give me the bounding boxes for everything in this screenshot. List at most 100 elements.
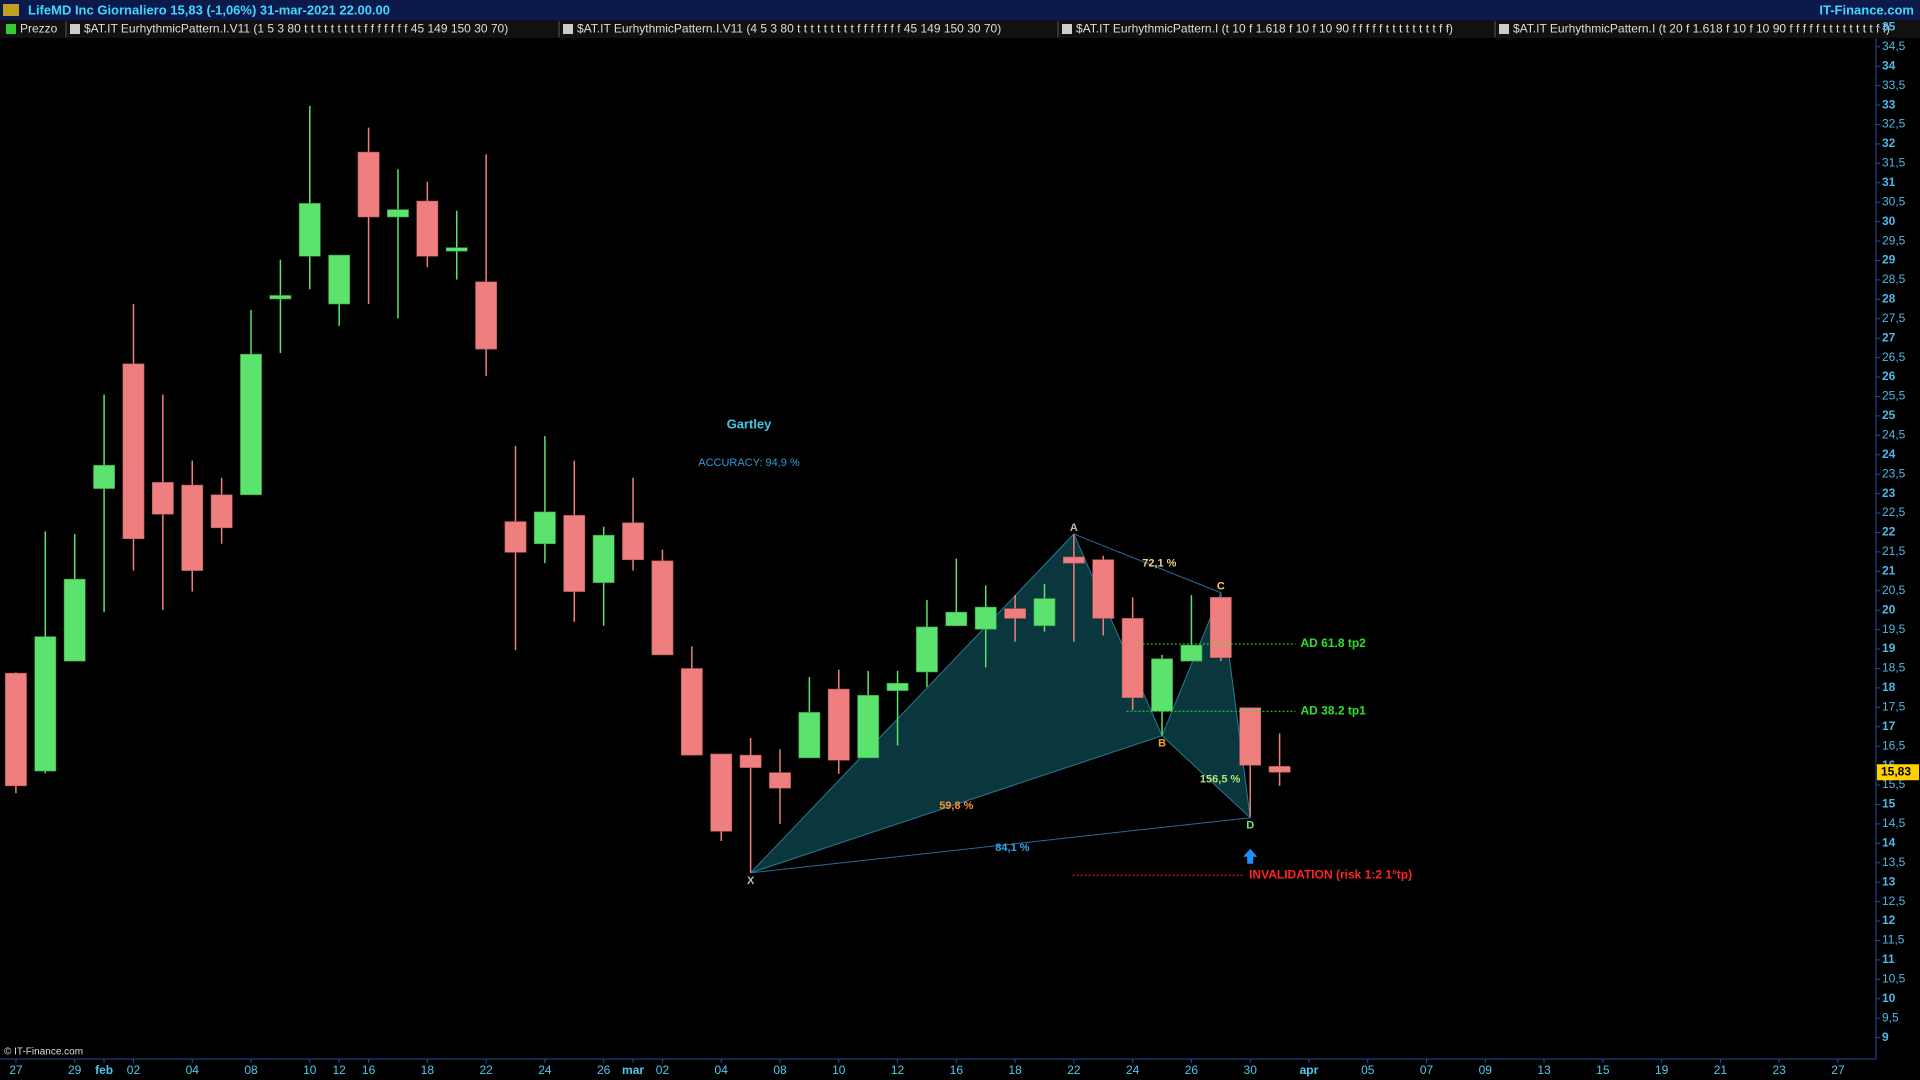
legend-swatch	[563, 24, 573, 34]
x-tick-label: 27	[9, 1063, 23, 1077]
y-tick-label: 11	[1882, 952, 1895, 966]
x-tick-label: 22	[479, 1063, 493, 1077]
y-tick-label: 18	[1882, 680, 1896, 694]
y-tick-label: 27	[1882, 330, 1896, 344]
pattern-leg	[1073, 533, 1222, 594]
ratio-label: 84,1 %	[995, 842, 1029, 854]
y-tick-label: 31	[1882, 175, 1896, 189]
ratio-label: 72,1 %	[1142, 557, 1176, 569]
y-tick-label: 16,5	[1882, 738, 1906, 752]
candles	[5, 105, 1291, 873]
y-tick-label: 22,5	[1882, 505, 1906, 519]
y-tick-label: 14	[1882, 836, 1896, 850]
candle-body	[592, 534, 615, 583]
pattern-leg	[750, 817, 1251, 874]
x-tick-label: 19	[1655, 1063, 1669, 1077]
y-tick-label: 11,5	[1882, 933, 1905, 947]
y-tick-label: 23,5	[1882, 466, 1906, 480]
y-tick-label: 30,5	[1882, 194, 1906, 208]
y-tick-label: 33,5	[1882, 78, 1906, 92]
y-tick-label: 23	[1882, 486, 1896, 500]
y-tick-label: 12	[1882, 913, 1896, 927]
y-tick-label: 25,5	[1882, 389, 1906, 403]
y-tick-label: 26,5	[1882, 350, 1906, 364]
y-tick-label: 14,5	[1882, 816, 1906, 830]
candle-body	[1092, 559, 1115, 619]
candle-body	[974, 606, 997, 630]
y-tick-label: 21	[1882, 564, 1896, 578]
candle-body	[5, 672, 27, 787]
title-bar	[0, 0, 1920, 20]
x-tick-label: 13	[1537, 1063, 1551, 1077]
x-tick-label: 02	[656, 1063, 670, 1077]
x-tick-label: 07	[1420, 1063, 1434, 1077]
y-tick-label: 27,5	[1882, 311, 1906, 325]
y-tick-label: 28	[1882, 292, 1896, 306]
y-tick-label: 28,5	[1882, 272, 1906, 286]
legend-label: $AT.IT EurhythmicPattern.I (t 10 f 1.618…	[1076, 22, 1453, 36]
x-tick-label: 10	[832, 1063, 846, 1077]
y-tick-label: 30	[1882, 214, 1896, 228]
candle-body	[475, 281, 498, 350]
candle-body	[1062, 556, 1085, 564]
x-tick-label: 16	[362, 1063, 376, 1077]
y-tick-label: 20,5	[1882, 583, 1906, 597]
logo	[3, 4, 19, 16]
x-tick-label: 21	[1714, 1063, 1728, 1077]
candle-body	[769, 772, 791, 789]
y-tick-label: 13	[1882, 874, 1896, 888]
x-tick-label: feb	[95, 1063, 113, 1077]
x-tick-label: 18	[1008, 1063, 1022, 1077]
x-tick-label: 12	[333, 1063, 347, 1077]
y-tick-label: 17,5	[1882, 700, 1906, 714]
candle-body	[445, 247, 468, 252]
candle-body	[1033, 598, 1056, 627]
legend-label: $AT.IT EurhythmicPattern.I.V11 (4 5 3 80…	[577, 22, 1001, 36]
chart-title: LifeMD Inc Giornaliero 15,83 (-1,06%) 31…	[28, 2, 390, 17]
y-tick-label: 18,5	[1882, 661, 1906, 675]
x-tick-label: 08	[773, 1063, 787, 1077]
candle-body	[34, 636, 57, 772]
x-tick-label: 02	[127, 1063, 141, 1077]
candle-body	[622, 522, 644, 560]
x-tick-label: 24	[538, 1063, 552, 1077]
y-tick-label: 34,5	[1882, 39, 1906, 53]
y-tick-label: 33	[1882, 97, 1896, 111]
x-tick-label: 04	[186, 1063, 200, 1077]
brand: IT-Finance.com	[1819, 2, 1914, 17]
candle-body	[534, 511, 556, 545]
pattern-point-label: D	[1246, 820, 1254, 832]
candle-body	[328, 254, 351, 305]
candle-body	[710, 753, 733, 832]
legend-swatch	[6, 24, 16, 34]
candle-body	[1180, 644, 1203, 662]
candle-body	[269, 295, 292, 300]
y-tick-label: 32	[1882, 136, 1896, 150]
x-tick-label: 26	[1185, 1063, 1199, 1077]
x-tick-label: 08	[244, 1063, 258, 1077]
y-tick-label: 12,5	[1882, 894, 1906, 908]
pattern-point-label: X	[747, 875, 755, 887]
y-tick-label: 34	[1882, 58, 1896, 72]
candle-body	[886, 682, 909, 691]
candle-body	[827, 688, 850, 761]
candle-body	[504, 521, 527, 553]
pattern-point-label: B	[1158, 738, 1166, 750]
candle-body	[1121, 618, 1144, 698]
level-label: AD 61.8 tp2	[1301, 636, 1367, 650]
candle-body	[680, 668, 703, 756]
candle-body	[63, 578, 86, 662]
candle-body	[1239, 707, 1262, 766]
y-tick-label: 19,5	[1882, 622, 1906, 636]
pattern-name: Gartley	[727, 416, 773, 431]
candle-body	[151, 482, 174, 515]
y-tick-label: 17	[1882, 719, 1896, 733]
last-price-tag	[1877, 764, 1919, 781]
candle-body	[357, 151, 380, 218]
x-tick-label: 05	[1361, 1063, 1375, 1077]
legend-swatch	[1062, 24, 1072, 34]
y-tick-label: 29	[1882, 253, 1896, 267]
candle-body	[945, 611, 968, 627]
